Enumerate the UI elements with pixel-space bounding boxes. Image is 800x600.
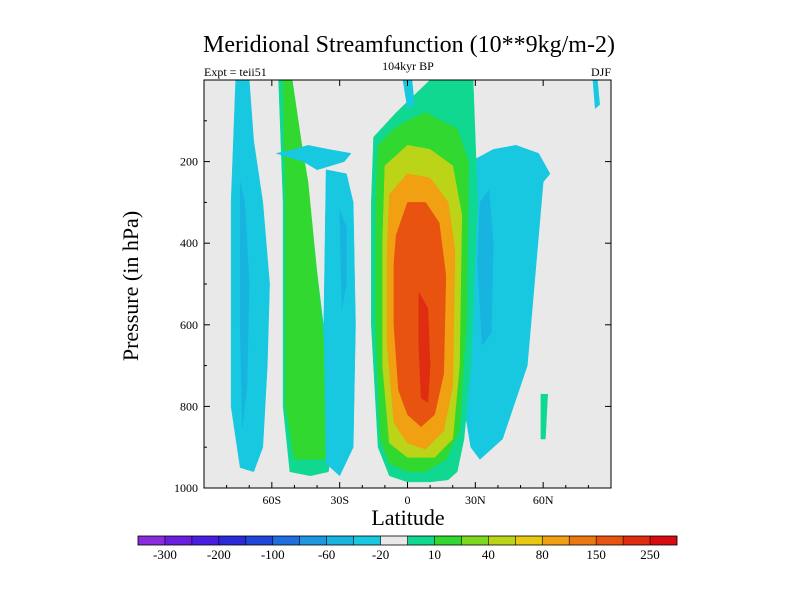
contour-region-17 [540, 393, 548, 440]
y-axis: 200 400 600 800 1000 [174, 120, 611, 495]
colorbar-swatch [569, 536, 597, 545]
y-tick-label: 800 [180, 399, 198, 413]
colorbar-frame [137, 535, 678, 546]
contour-region-5 [339, 210, 347, 309]
colorbar-swatch [515, 536, 543, 545]
subtitle-right: DJF [591, 65, 611, 79]
colorbar-swatch [191, 536, 220, 545]
colorbar-label: 40 [482, 547, 495, 562]
colorbar-swatch [164, 536, 193, 545]
chart-title: Meridional Streamfunction (10**9kg/m-2) [203, 32, 615, 58]
colorbar-label: -60 [318, 547, 335, 562]
colorbar-label: -300 [153, 547, 177, 562]
x-axis-label: Latitude [371, 505, 444, 530]
colorbar-swatch [488, 536, 516, 545]
colorbar-swatch [245, 536, 273, 545]
contour-region-4 [323, 169, 356, 477]
colorbar-swatch [299, 536, 327, 545]
contour-region-6 [276, 145, 352, 171]
contour-region-0 [230, 80, 270, 472]
x-tick-label: 0 [405, 493, 411, 507]
colorbar: -300 -200 -100 -60 -20 10 40 80 150 250 [137, 535, 678, 562]
y-tick-label: 200 [180, 155, 198, 169]
y-axis-label: Pressure (in hPa) [118, 211, 143, 361]
colorbar-label: -20 [372, 547, 389, 562]
x-tick-label: 30S [330, 493, 349, 507]
contour-region-14 [418, 291, 431, 403]
colorbar-swatch [461, 536, 489, 545]
y-tick-label: 600 [180, 318, 198, 332]
colorbar-swatch [650, 536, 678, 545]
contour-region-15 [402, 80, 415, 109]
colorbar-label: 10 [428, 547, 441, 562]
colorbar-swatch [596, 536, 624, 545]
colorbar-swatch [407, 536, 435, 545]
colorbar-swatch [434, 536, 462, 545]
x-tick-label: 30N [465, 493, 486, 507]
colorbar-swatch [542, 536, 570, 545]
contour-fills [230, 80, 600, 483]
colorbar-swatch [326, 536, 354, 545]
colorbar-label: 80 [536, 547, 549, 562]
colorbar-swatch [623, 536, 651, 545]
colorbar-swatch [272, 536, 300, 545]
colorbar-swatch [353, 536, 381, 545]
x-tick-label: 60S [262, 493, 281, 507]
colorbar-swatch [138, 536, 166, 545]
y-tick-label: 1000 [174, 481, 198, 495]
x-tick-label: 60N [533, 493, 554, 507]
colorbar-label: 150 [586, 547, 606, 562]
colorbar-label: -100 [261, 547, 285, 562]
colorbar-swatch [380, 536, 408, 545]
y-tick-label: 400 [180, 236, 198, 250]
subtitle-left: Expt = teii51 [204, 65, 267, 79]
colorbar-label: 250 [640, 547, 660, 562]
contour-region-1 [239, 181, 250, 428]
contour-region-16 [592, 80, 600, 109]
x-axis: 60S 30S 0 30N 60N [226, 80, 589, 507]
contour-region-8 [477, 189, 494, 346]
colorbar-swatch [218, 536, 246, 545]
subtitle-center: 104kyr BP [382, 59, 434, 73]
colorbar-label: -200 [207, 547, 231, 562]
